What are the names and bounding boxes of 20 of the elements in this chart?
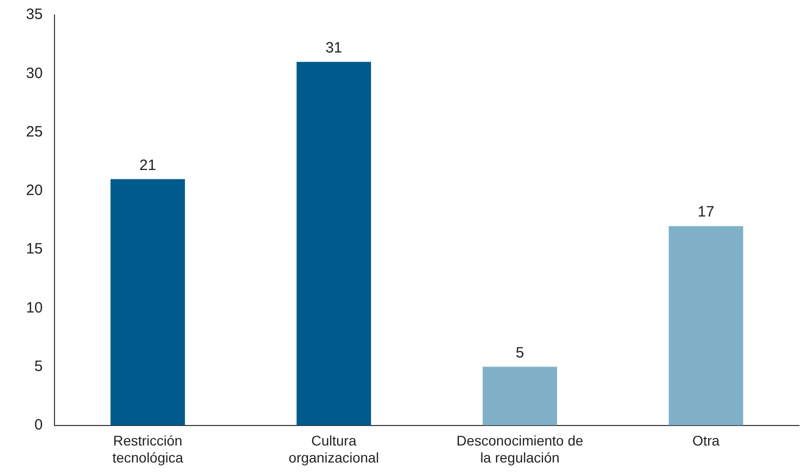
y-tick-label: 25 [26, 123, 43, 140]
y-tick-label: 35 [26, 6, 43, 24]
x-tick-label: Restricción tecnológica [112, 432, 184, 466]
bar [110, 179, 185, 426]
bar [482, 366, 558, 426]
bar [296, 62, 372, 426]
x-tick-label: Otra [692, 432, 720, 449]
y-tick-label: 15 [26, 240, 43, 258]
y-tick-label: 5 [34, 358, 43, 375]
y-tick-label: 20 [26, 182, 43, 200]
y-tick-label: 10 [26, 299, 43, 316]
x-tick-label: Cultura organizacional [288, 432, 379, 466]
bar [668, 226, 744, 426]
data-label: 5 [516, 344, 524, 362]
y-tick-label: 30 [26, 64, 43, 82]
data-label: 21 [139, 156, 156, 174]
y-tick-label: 0 [34, 416, 43, 434]
x-tick-label: Desconocimiento de la regulación [456, 432, 584, 466]
data-label: 31 [325, 40, 342, 57]
data-label: 17 [698, 204, 714, 221]
